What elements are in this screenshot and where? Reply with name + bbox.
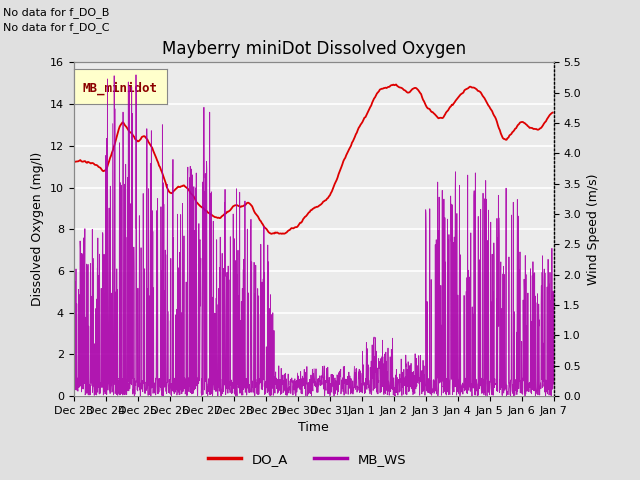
Title: Mayberry miniDot Dissolved Oxygen: Mayberry miniDot Dissolved Oxygen — [161, 40, 466, 58]
X-axis label: Time: Time — [298, 421, 329, 434]
Y-axis label: Dissolved Oxygen (mg/l): Dissolved Oxygen (mg/l) — [31, 152, 44, 306]
Text: No data for f_DO_C: No data for f_DO_C — [3, 22, 109, 33]
Text: No data for f_DO_B: No data for f_DO_B — [3, 7, 109, 18]
Y-axis label: Wind Speed (m/s): Wind Speed (m/s) — [587, 173, 600, 285]
Legend: DO_A, MB_WS: DO_A, MB_WS — [203, 447, 412, 471]
